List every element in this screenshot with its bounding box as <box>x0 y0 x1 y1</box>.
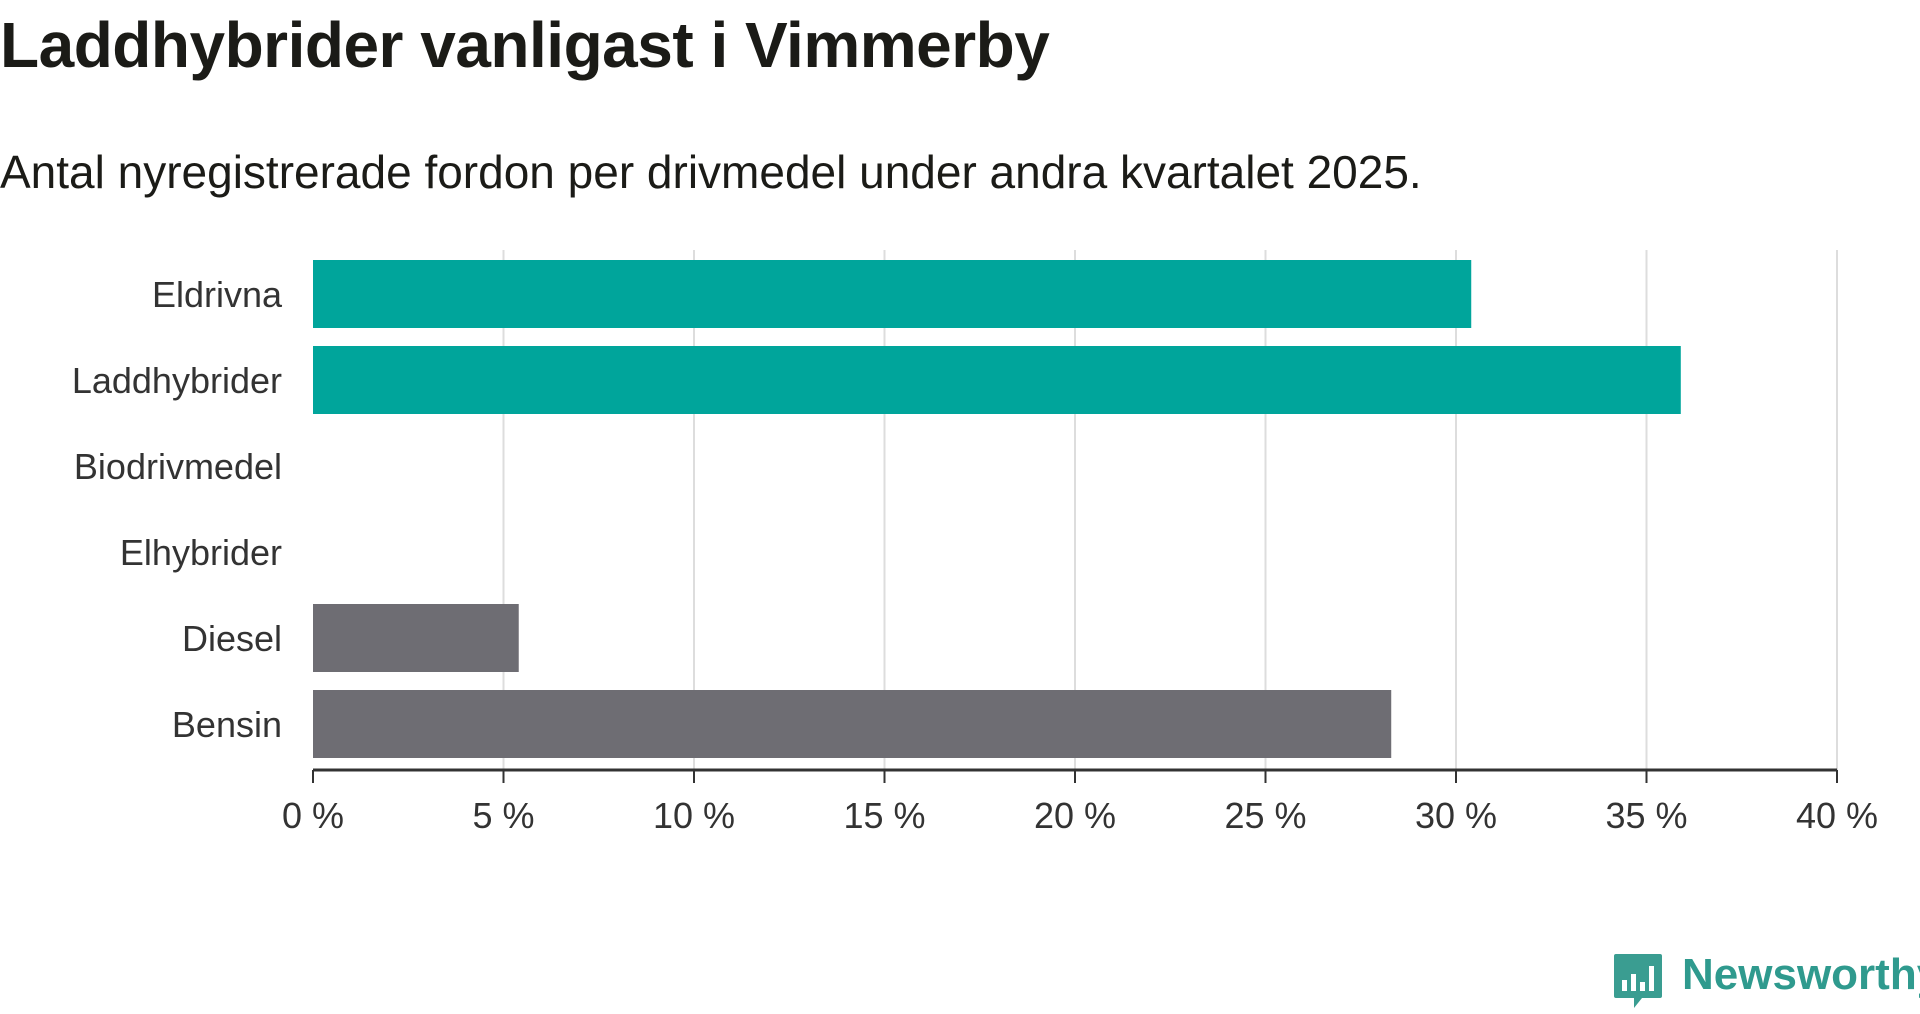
bar-chart-logo-icon <box>1614 954 1662 1008</box>
category-label: Eldrivna <box>152 274 283 315</box>
x-tick-label: 10 % <box>653 795 735 836</box>
category-labels: Eldrivna Laddhybrider Biodrivmedel Elhybrid… <box>72 274 283 745</box>
x-tick-label: 0 % <box>282 795 344 836</box>
x-tick-label: 25 % <box>1224 795 1306 836</box>
chart-title: Laddhybrider vanligast i Vimmerby <box>0 9 1050 81</box>
logo-text: Newsworthy <box>1682 950 1920 999</box>
bar <box>313 260 1472 328</box>
bar-chart: Eldrivna Laddhybrider Biodrivmedel Elhybrid… <box>72 250 1878 836</box>
category-label: Elhybrider <box>120 532 282 573</box>
bar <box>313 690 1392 758</box>
category-label: Biodrivmedel <box>74 446 282 487</box>
x-axis: 0 % 5 % 10 % 15 % 20 % 25 % 30 % 35 % 40 % <box>282 768 1878 836</box>
x-tick-label: 30 % <box>1415 795 1497 836</box>
chart-subtitle: Antal nyregistrerade fordon per drivmede… <box>0 146 1422 198</box>
category-label: Bensin <box>172 704 282 745</box>
x-tick-label: 20 % <box>1034 795 1116 836</box>
x-tick-label: 35 % <box>1605 795 1687 836</box>
x-tick-label: 5 % <box>472 795 534 836</box>
gridlines <box>502 250 1838 770</box>
x-tick-label: 40 % <box>1796 795 1878 836</box>
bar <box>313 604 519 672</box>
category-label: Diesel <box>182 618 282 659</box>
bar <box>313 346 1681 414</box>
x-tick-label: 15 % <box>843 795 925 836</box>
bars <box>313 260 1681 758</box>
newsworthy-logo: Newsworthy <box>1612 950 1920 1010</box>
category-label: Laddhybrider <box>72 360 282 401</box>
